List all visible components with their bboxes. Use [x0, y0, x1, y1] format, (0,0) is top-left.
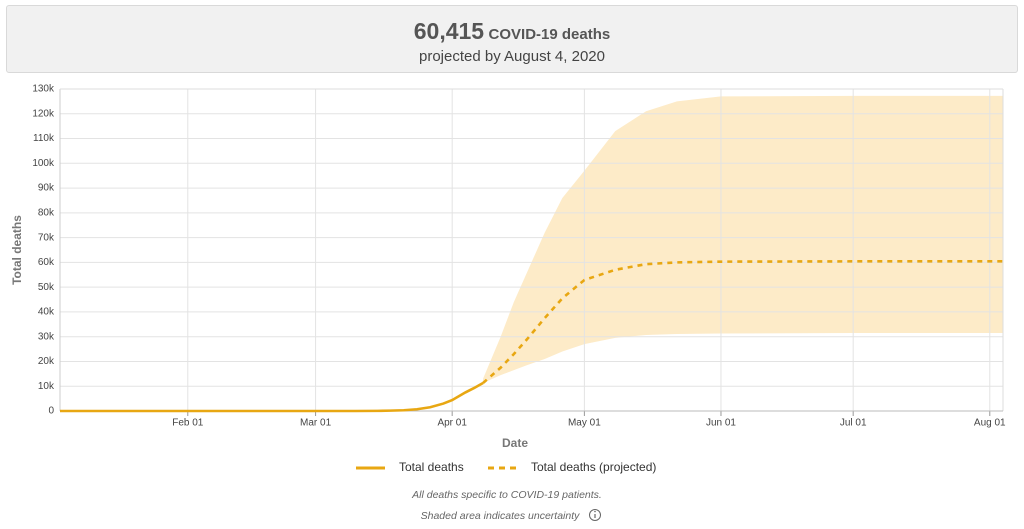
header-subtitle: projected by August 4, 2020: [419, 48, 605, 65]
y-tick-label: 0: [48, 406, 54, 417]
x-tick-label: Jul 01: [840, 418, 867, 429]
y-tick-label: 120k: [32, 108, 55, 119]
header-line: 60,415 COVID-19 deaths: [7, 18, 1017, 45]
headline-value: 60,415: [413, 18, 485, 44]
note: All deaths specific to COVID-19 patients…: [411, 489, 602, 501]
uncertainty-band: [483, 95, 1003, 384]
x-tick-label: Feb 01: [172, 418, 204, 429]
legend-label: Total deaths: [399, 460, 464, 474]
y-tick-label: 30k: [38, 331, 55, 342]
x-tick-label: May 01: [568, 418, 601, 429]
y-tick-label: 50k: [38, 282, 55, 293]
headline-label: COVID-19 deaths: [488, 26, 611, 43]
x-axis-label: Date: [502, 436, 528, 450]
x-tick-label: Mar 01: [300, 418, 332, 429]
x-tick-label: Apr 01: [437, 418, 467, 429]
data-line: [482, 260, 1003, 384]
data-line: [60, 381, 484, 413]
y-tick-label: 100k: [32, 158, 55, 169]
y-tick-label: 10k: [38, 381, 55, 392]
y-tick-label: 110k: [33, 133, 55, 144]
legend-label: Total deaths (projected): [531, 460, 656, 474]
y-tick-label: 60k: [38, 257, 55, 268]
y-axis-label: Total deaths: [10, 215, 24, 285]
x-tick-label: Aug 01: [974, 418, 1006, 429]
y-tick-label: 90k: [38, 183, 55, 194]
x-tick-label: Jun 01: [706, 418, 736, 429]
y-tick-label: 130k: [32, 84, 55, 95]
plot: 0 10k 20k 30k 40k 50k 60k 70k 80k 90k 100k 110k 120k…: [32, 84, 1006, 475]
y-tick-label: 80k: [38, 207, 55, 218]
info-icon[interactable]: [589, 509, 601, 521]
y-tick-label: 20k: [38, 356, 55, 367]
y-tick-label: 70k: [38, 232, 55, 243]
note: Shaded area indicates uncertainty: [421, 510, 581, 522]
y-tick-label: 40k: [38, 307, 55, 318]
header: 60,415 COVID-19 deaths projected by Augu…: [6, 5, 1018, 73]
